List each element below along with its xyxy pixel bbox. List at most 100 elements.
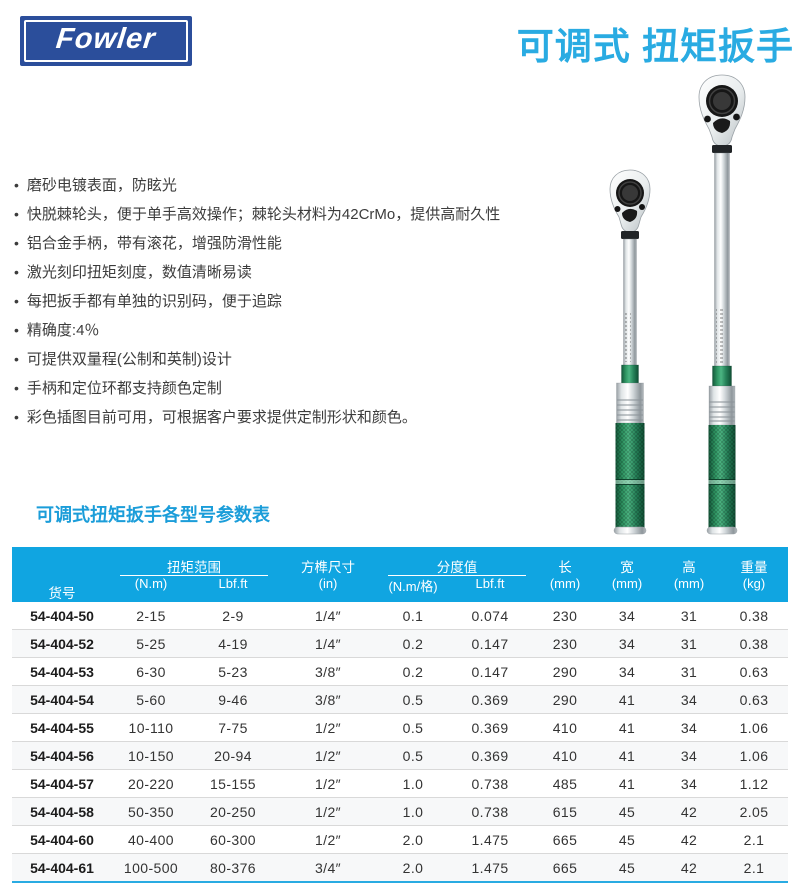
spec-cell: 10-110	[112, 713, 190, 742]
spec-cell: 1.475	[446, 825, 534, 854]
spec-cell: 290	[534, 685, 596, 714]
ratchet-lever	[622, 208, 638, 222]
fowler-logo-frame: Fowler	[24, 20, 188, 62]
spec-cell-item-no: 54-404-52	[12, 629, 112, 658]
spec-cell: 7-75	[190, 713, 276, 742]
spec-cell: 0.369	[446, 713, 534, 742]
adjust-collar	[616, 382, 644, 424]
torque-scale	[625, 312, 631, 362]
spec-cell: 5-23	[190, 657, 276, 686]
torque-wrench-illustration	[609, 74, 746, 535]
spec-cell: 2-15	[112, 602, 190, 630]
spec-cell: 45	[596, 797, 658, 826]
feature-item: 磨砂电镀表面，防眩光	[14, 171, 784, 200]
spec-cell: 665	[534, 825, 596, 854]
spec-cell: 410	[534, 713, 596, 742]
spec-cell: 10-150	[112, 741, 190, 770]
spec-cell: 20-220	[112, 769, 190, 798]
spec-cell: 1/4″	[276, 602, 380, 630]
spec-cell: 1/2″	[276, 825, 380, 854]
feature-item: 精确度:4％	[14, 316, 784, 345]
spec-cell: 0.38	[720, 629, 788, 658]
spec-cell: 1/2″	[276, 741, 380, 770]
spec-cell: 0.38	[720, 602, 788, 630]
spec-cell: 34	[658, 685, 720, 714]
spec-cell: 0.1	[380, 602, 446, 630]
spec-cell: 5-25	[112, 629, 190, 658]
spec-table: 货号 扭矩范围 方榫尺寸 分度值 长 宽 高 重量 (N.m) Lbf.ft (…	[12, 547, 788, 883]
col-subheader-grad-nm: (N.m/格)	[380, 576, 446, 602]
spec-cell: 20-94	[190, 741, 276, 770]
spec-cell: 0.63	[720, 657, 788, 686]
feature-item: 每把扳手都有单独的识别码，便于追踪	[14, 287, 784, 316]
spec-cell-item-no: 54-404-61	[12, 853, 112, 883]
spec-row: 54-404-52 5-25 4-19 1/4″ 0.2 0.147 230 34 31 0.38	[12, 629, 788, 658]
spec-cell: 1.12	[720, 769, 788, 798]
lock-ring	[712, 365, 732, 387]
spec-cell: 2.05	[720, 797, 788, 826]
col-subheader-grad-lbfft: Lbf.ft	[446, 576, 534, 602]
spec-cell: 0.738	[446, 797, 534, 826]
spec-cell: 0.369	[446, 685, 534, 714]
feature-item: 可提供双量程(公制和英制)设计	[14, 345, 784, 374]
col-subheader-square-drive-unit: (in)	[276, 576, 380, 602]
spec-cell: 0.5	[380, 741, 446, 770]
spec-cell-item-no: 54-404-53	[12, 657, 112, 686]
ratchet-lever	[713, 118, 731, 133]
spec-cell: 45	[596, 853, 658, 883]
spec-cell: 40-400	[112, 825, 190, 854]
spec-cell-item-no: 54-404-56	[12, 741, 112, 770]
spec-cell: 31	[658, 629, 720, 658]
spec-cell: 0.074	[446, 602, 534, 630]
spec-cell: 0.63	[720, 685, 788, 714]
spec-cell: 42	[658, 825, 720, 854]
spec-cell: 1.0	[380, 769, 446, 798]
spec-cell: 0.2	[380, 629, 446, 658]
spec-cell: 2-9	[190, 602, 276, 630]
spec-cell-item-no: 54-404-50	[12, 602, 112, 630]
col-header-torque-range: 扭矩范围	[112, 547, 276, 576]
spec-cell: 410	[534, 741, 596, 770]
spec-cell: 615	[534, 797, 596, 826]
spec-cell: 3/4″	[276, 853, 380, 883]
spec-cell: 31	[658, 602, 720, 630]
spec-cell: 2.0	[380, 825, 446, 854]
col-header-height: 高	[658, 547, 720, 576]
spec-row: 54-404-57 20-220 15-155 1/2″ 1.0 0.738 485 41 34…	[12, 769, 788, 798]
spec-cell: 1.06	[720, 741, 788, 770]
spec-cell: 1.0	[380, 797, 446, 826]
col-header-item-no: 货号	[12, 547, 112, 602]
spec-cell: 42	[658, 797, 720, 826]
spec-cell: 34	[596, 629, 658, 658]
spec-cell: 2.1	[720, 853, 788, 883]
spec-cell: 0.2	[380, 657, 446, 686]
spec-cell: 34	[658, 741, 720, 770]
col-header-width: 宽	[596, 547, 658, 576]
spec-row: 54-404-58 50-350 20-250 1/2″ 1.0 0.738 615 45 42…	[12, 797, 788, 826]
spec-cell: 1/2″	[276, 797, 380, 826]
col-header-graduation: 分度值	[380, 547, 534, 576]
spec-row: 54-404-61 100-500 80-376 3/4″ 2.0 1.475 665 45 4…	[12, 853, 788, 883]
spec-row: 54-404-60 40-400 60-300 1/2″ 2.0 1.475 665 45 42…	[12, 825, 788, 854]
spec-row: 54-404-56 10-150 20-94 1/2″ 0.5 0.369 410 41 34 1…	[12, 741, 788, 770]
section-title: 可调式扭矩扳手各型号参数表	[36, 505, 270, 525]
feature-item: 铝合金手柄，带有滚花，增强防滑性能	[14, 229, 784, 258]
spec-cell: 2.0	[380, 853, 446, 883]
spec-cell: 5-60	[112, 685, 190, 714]
spec-cell: 34	[658, 769, 720, 798]
spec-cell: 1.06	[720, 713, 788, 742]
spec-cell: 9-46	[190, 685, 276, 714]
spec-cell: 100-500	[112, 853, 190, 883]
feature-item: 彩色插图目前可用，可根据客户要求提供定制形状和颜色。	[14, 403, 784, 432]
spec-cell: 1.475	[446, 853, 534, 883]
spec-cell: 42	[658, 853, 720, 883]
spec-cell: 290	[534, 657, 596, 686]
col-subheader-length-unit: (mm)	[534, 576, 596, 602]
spec-cell: 0.5	[380, 713, 446, 742]
spec-cell: 665	[534, 853, 596, 883]
col-subheader-torque-nm: (N.m)	[112, 576, 190, 602]
spec-cell: 31	[658, 657, 720, 686]
spec-row: 54-404-50 2-15 2-9 1/4″ 0.1 0.074 230 34 31 0.38	[12, 602, 788, 630]
table-header: 货号 扭矩范围 方榫尺寸 分度值 长 宽 高 重量 (N.m) Lbf.ft (…	[12, 547, 788, 602]
feature-list: 磨砂电镀表面，防眩光快脱棘轮头，便于单手高效操作；棘轮头材料为42CrMo，提供…	[14, 171, 784, 432]
